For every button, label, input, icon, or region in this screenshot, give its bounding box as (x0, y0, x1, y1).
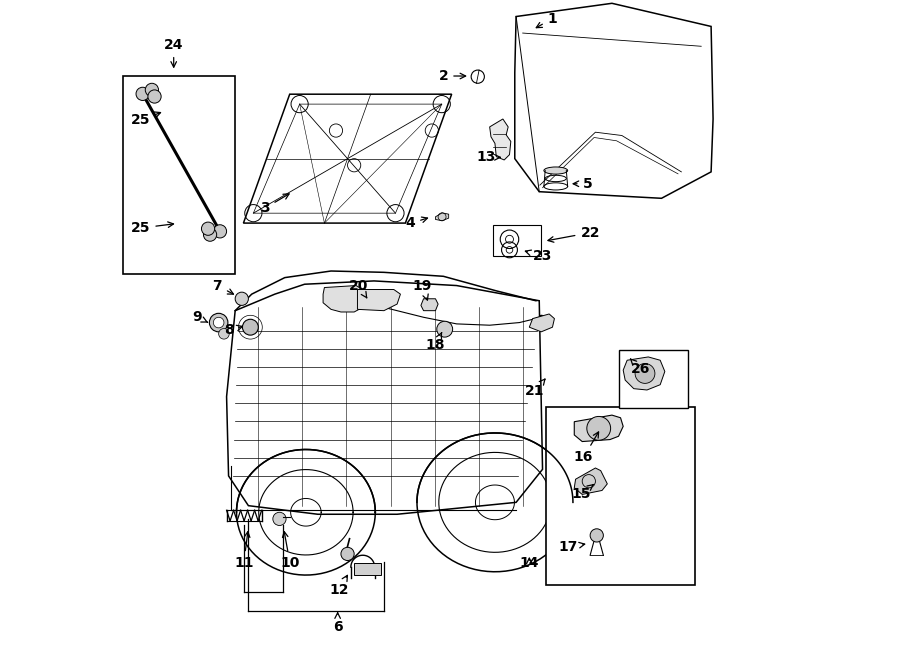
Circle shape (136, 87, 149, 100)
Text: 6: 6 (333, 613, 342, 634)
Text: 23: 23 (526, 249, 553, 264)
Polygon shape (515, 3, 713, 198)
Circle shape (203, 228, 217, 241)
Circle shape (273, 512, 286, 525)
Circle shape (219, 329, 230, 339)
Circle shape (210, 313, 228, 332)
Bar (545, 407, 695, 585)
Circle shape (590, 529, 603, 542)
Text: 19: 19 (412, 278, 432, 300)
Text: 22: 22 (548, 225, 600, 242)
Text: 25: 25 (130, 221, 174, 235)
Polygon shape (323, 286, 367, 312)
Text: 11: 11 (234, 531, 254, 570)
Circle shape (587, 416, 610, 440)
Polygon shape (227, 281, 543, 514)
Circle shape (341, 547, 355, 561)
Text: 1: 1 (536, 11, 557, 28)
Text: 12: 12 (329, 575, 348, 597)
Polygon shape (355, 563, 381, 575)
Text: 14: 14 (519, 556, 539, 570)
Polygon shape (357, 290, 400, 311)
Text: 16: 16 (574, 432, 599, 465)
Polygon shape (490, 119, 511, 160)
Polygon shape (574, 415, 623, 442)
Text: 20: 20 (349, 278, 368, 298)
Circle shape (145, 83, 158, 97)
Ellipse shape (544, 167, 568, 174)
Polygon shape (436, 213, 449, 221)
Text: 9: 9 (193, 310, 208, 325)
Circle shape (202, 222, 215, 235)
Circle shape (235, 292, 248, 305)
Text: 5: 5 (573, 176, 592, 191)
Bar (122, 76, 235, 274)
Polygon shape (243, 94, 452, 223)
Bar (493, 225, 541, 256)
Text: 13: 13 (477, 150, 500, 165)
Polygon shape (574, 468, 608, 494)
Text: 25: 25 (130, 112, 160, 128)
Text: 26: 26 (630, 359, 650, 376)
Bar (618, 350, 688, 408)
Circle shape (213, 317, 224, 328)
Circle shape (635, 364, 655, 383)
Circle shape (242, 319, 258, 335)
Text: 15: 15 (572, 485, 593, 502)
Polygon shape (529, 314, 554, 332)
Circle shape (213, 225, 227, 238)
Polygon shape (623, 357, 665, 390)
Circle shape (436, 321, 453, 337)
Text: 21: 21 (525, 379, 545, 399)
Text: 18: 18 (426, 332, 446, 352)
Polygon shape (421, 299, 438, 311)
Text: 3: 3 (260, 194, 289, 215)
Text: 8: 8 (224, 323, 242, 338)
Text: 24: 24 (164, 38, 184, 67)
Text: 2: 2 (438, 69, 465, 83)
Text: 4: 4 (406, 216, 428, 231)
Text: 17: 17 (558, 540, 585, 555)
Circle shape (148, 90, 161, 103)
Text: 7: 7 (212, 278, 233, 294)
Text: 10: 10 (281, 531, 300, 570)
